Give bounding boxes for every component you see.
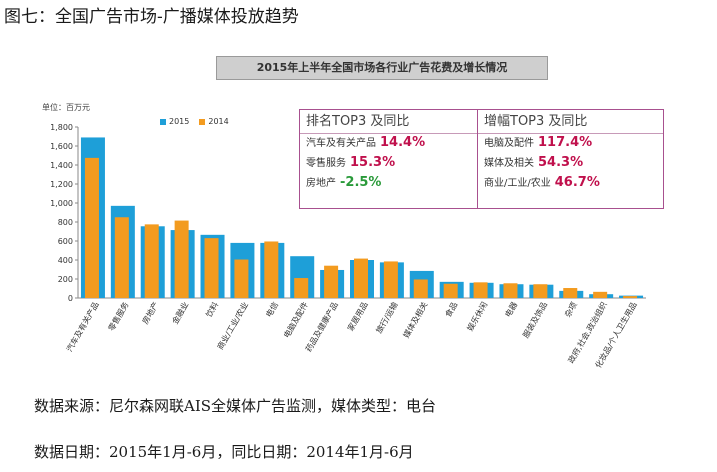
rank-row: 房地产 -2.5% (300, 174, 477, 194)
rank-row: 汽车及有关产品 14.4% (300, 134, 477, 154)
y-tick-label: 1,600 (50, 142, 73, 151)
bar-2014 (234, 259, 249, 298)
y-tick-label: 800 (58, 218, 73, 227)
rank-row-label: 零售服务 (306, 158, 346, 169)
bar-2014 (413, 279, 428, 298)
bar-2014 (294, 278, 309, 298)
unit-label: 单位：百万元 (42, 103, 90, 112)
y-tick-label: 1,400 (50, 161, 73, 170)
y-tick-label: 600 (58, 237, 73, 246)
legend-swatch-2014 (199, 118, 206, 125)
y-tick-label: 1,000 (50, 199, 73, 208)
x-tick-label: 媒体及相关 (401, 300, 430, 340)
rank-row-label: 汽车及有关产品 (306, 138, 376, 149)
figure-caption: 图七：全国广告市场-广播媒体投放趋势 (4, 7, 299, 27)
bar-2014 (354, 258, 368, 298)
y-tick-label: 200 (58, 275, 73, 284)
x-tick-label: 电器 (503, 300, 520, 319)
x-tick-label: 金融业 (170, 300, 191, 326)
y-tick-label: 1,800 (50, 123, 73, 132)
bar-2014 (563, 288, 578, 298)
x-tick-label: 服装及饰品 (520, 300, 549, 340)
bar-chart: 0 200 400 600 800 1,000 1,200 1,400 1,600 1,800 汽车… (50, 123, 646, 370)
x-tick-label: 食品 (443, 300, 460, 319)
growth-row-value: 117.4% (538, 135, 593, 150)
x-tick-label: 汽车及有关产品 (64, 300, 101, 353)
bar-2014 (264, 241, 279, 298)
bar-2014 (144, 224, 159, 298)
bar-2014 (593, 291, 608, 298)
legend-swatch-2015 (160, 118, 166, 125)
growth-row-label: 电脑及配件 (484, 138, 534, 149)
bar-2014 (443, 283, 458, 298)
data-date-text: 数据日期：2015年1月-6月，同比日期：2014年1月-6月 (34, 443, 414, 461)
data-source-text: 数据来源：尼尔森网联AIS全媒体广告监测，媒体类型：电台 (34, 397, 437, 415)
x-tick-label: 杂项 (563, 301, 579, 319)
legend-label-2015: 2015 (169, 117, 190, 126)
growth-row-value: 54.3% (538, 155, 584, 170)
x-tick-label: 娱乐休闲 (465, 300, 490, 333)
growth-row: 电脑及配件 117.4% (478, 134, 663, 154)
bar-2014 (503, 283, 518, 298)
rank-row-value: 15.3% (350, 155, 396, 170)
rank-row-value: -2.5% (340, 175, 382, 190)
growth-row-label: 商业/工业/农业 (484, 178, 551, 189)
rank-box-header: 排名TOP3 及同比 (300, 110, 477, 134)
chart-panel: 0 200 400 600 800 1,000 1,200 1,400 1,600 1,800 汽车… (34, 44, 680, 389)
x-tick-label: 房地产 (140, 300, 161, 326)
growth-row: 商业/工业/农业 46.7% (478, 174, 663, 194)
x-tick-label: 商业/工业/农业 (215, 300, 250, 351)
bar-2014 (533, 284, 548, 298)
bar-2014 (84, 157, 99, 298)
legend-item-2015: 2015 (160, 117, 189, 126)
rank-row-label: 房地产 (306, 178, 336, 189)
x-tick-label: 零售服务 (106, 300, 131, 333)
bar-2014 (623, 296, 638, 298)
x-tick-label: 家居用品 (345, 300, 370, 333)
x-tick-label: 饮料 (204, 300, 221, 319)
x-tick-label: 电脑及配件 (281, 300, 310, 340)
y-tick-label: 1,200 (50, 180, 73, 189)
legend-label-2014: 2014 (208, 117, 229, 126)
growth-row-label: 媒体及相关 (484, 158, 534, 169)
rank-row-value: 14.4% (380, 135, 426, 150)
bar-2014 (324, 265, 339, 298)
x-tick-label: 药品及健康产品 (303, 300, 340, 353)
x-tick-label: 电信 (263, 300, 280, 319)
growth-row-value: 46.7% (554, 175, 600, 190)
bar-2014 (114, 217, 129, 298)
chart-legend: 2015 2014 (160, 117, 229, 126)
growth-top3-box: 增幅TOP3 及同比 电脑及配件 117.4% 媒体及相关 54.3% 商业/工… (478, 109, 664, 209)
rank-row: 零售服务 15.3% (300, 154, 477, 174)
bar-2014 (473, 282, 488, 298)
x-tick-label: 旅行/运输 (374, 300, 400, 335)
rank-top3-box: 排名TOP3 及同比 汽车及有关产品 14.4% 零售服务 15.3% 房地产 … (299, 109, 478, 209)
bar-2014 (204, 238, 219, 298)
bar-2014 (383, 261, 398, 298)
chart-title: 2015年上半年全国市场各行业广告花费及增长情况 (216, 56, 548, 80)
bar-2014 (174, 220, 189, 298)
legend-item-2014: 2014 (199, 117, 229, 126)
y-tick-label: 0 (68, 294, 73, 303)
y-tick-label: 400 (58, 256, 73, 265)
growth-row: 媒体及相关 54.3% (478, 154, 663, 174)
growth-box-header: 增幅TOP3 及同比 (478, 110, 663, 134)
